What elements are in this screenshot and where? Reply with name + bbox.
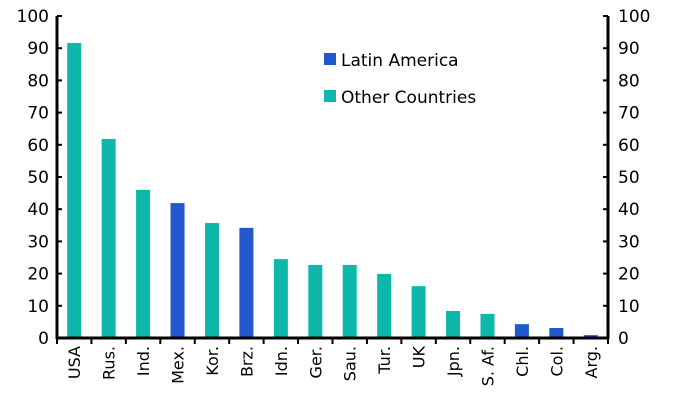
bar-chl <box>514 324 529 338</box>
x-tick-label: UK <box>410 345 429 368</box>
x-tick-label: Arg. <box>582 346 601 378</box>
bar-sau <box>342 264 357 338</box>
x-tick-label: Kor. <box>203 346 222 376</box>
legend-swatch-latin-america <box>324 53 336 65</box>
bar-uk <box>411 286 426 338</box>
bar-saf <box>480 313 495 338</box>
bar-mex <box>170 203 185 338</box>
y-tick-label-left: 80 <box>27 71 49 91</box>
y-tick-label-right: 40 <box>618 200 640 220</box>
y-tick-label-right: 0 <box>618 329 629 349</box>
y-tick-label-right: 80 <box>618 71 640 91</box>
y-tick-label-left: 100 <box>17 7 49 27</box>
bar-ger <box>308 264 323 338</box>
y-tick-label-left: 70 <box>27 104 49 124</box>
x-tick-label: S. Af. <box>478 346 497 386</box>
bar-ind <box>136 189 151 338</box>
x-tick-label: Sau. <box>341 346 360 381</box>
x-tick-label: Chl. <box>513 346 532 377</box>
y-tick-label-left: 10 <box>27 297 49 317</box>
y-tick-label-right: 20 <box>618 265 640 285</box>
bar-col <box>549 328 564 338</box>
legend-label: Latin America <box>341 51 459 71</box>
x-tick-label: Tur. <box>375 346 394 375</box>
x-tick-label: Ger. <box>306 346 325 378</box>
y-tick-label-left: 50 <box>27 168 49 188</box>
bar-tur <box>377 273 392 338</box>
y-tick-label-left: 60 <box>27 136 49 156</box>
y-tick-label-right: 70 <box>618 104 640 124</box>
bar-jpn <box>446 310 461 338</box>
legend-label: Other Countries <box>341 88 476 108</box>
y-tick-label-right: 90 <box>618 39 640 59</box>
y-tick-label-right: 100 <box>618 7 650 27</box>
x-tick-label: Idn. <box>272 346 291 376</box>
y-tick-label-right: 50 <box>618 168 640 188</box>
y-tick-label-left: 90 <box>27 39 49 59</box>
x-tick-label: Rus. <box>100 346 119 380</box>
x-tick-label: Brz. <box>237 346 256 377</box>
bar-idn <box>273 259 288 338</box>
x-tick-label: Col. <box>547 346 566 377</box>
y-tick-label-left: 0 <box>38 329 49 349</box>
legend-swatch-other-countries <box>324 90 336 102</box>
x-tick-label: Mex. <box>169 346 188 384</box>
x-tick-label: Jpn. <box>444 346 463 377</box>
y-tick-label-right: 60 <box>618 136 640 156</box>
bar-rus <box>101 139 116 338</box>
bar-usa <box>67 43 82 338</box>
y-tick-label-left: 20 <box>27 265 49 285</box>
bar-kor <box>204 223 219 338</box>
y-tick-label-right: 30 <box>618 232 640 252</box>
x-tick-label: Ind. <box>134 346 153 376</box>
x-tick-label: USA <box>65 346 84 379</box>
y-tick-label-left: 40 <box>27 200 49 220</box>
y-tick-label-right: 10 <box>618 297 640 317</box>
y-tick-label-left: 30 <box>27 232 49 252</box>
bar-brz <box>239 227 254 338</box>
